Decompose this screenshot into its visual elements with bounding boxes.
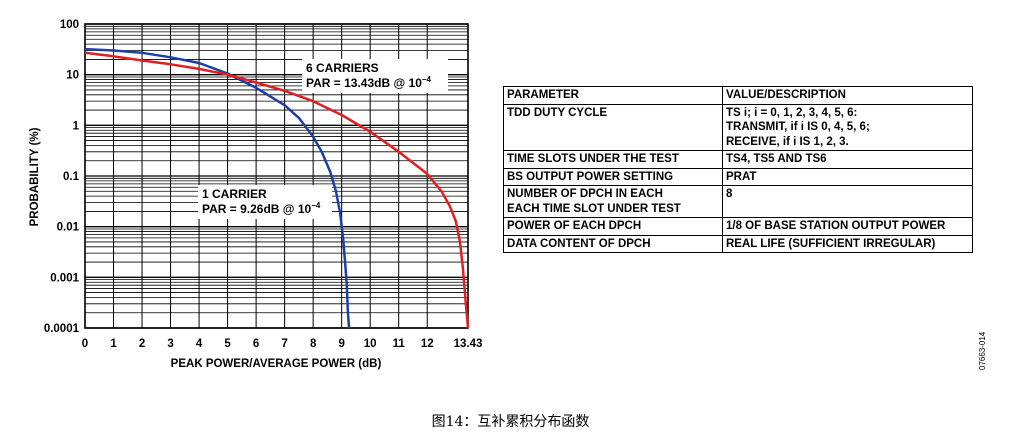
cell-text-line: TS i; i = 0, 1, 2, 3, 4, 5, 6: <box>726 106 858 119</box>
cell-text-line: 1/8 OF BASE STATION OUTPUT POWER <box>726 220 946 232</box>
cell-text-line: 8 <box>726 188 733 200</box>
x-tick-label: 12 <box>421 338 434 350</box>
cell-text-line: REAL LIFE (SUFFICIENT IRREGULAR) <box>726 237 936 250</box>
table-cell-value: PRAT <box>722 167 973 186</box>
table-header-parameter: PARAMETER <box>503 86 723 105</box>
series-line-6-carriers <box>84 51 470 329</box>
x-axis-label: PEAK POWER/AVERAGE POWER (dB) <box>171 358 382 370</box>
x-tick-label: 2 <box>139 338 145 350</box>
cell-text-line: EACH TIME SLOT UNDER TEST <box>507 202 681 215</box>
cell-text-line: BS OUTPUT POWER SETTING <box>507 170 674 183</box>
plot-frame <box>84 23 469 329</box>
cell-text-line: NUMBER OF DPCH IN EACH <box>507 188 663 200</box>
y-tick-label: 10 <box>66 70 79 82</box>
cell-text-line: DATA CONTENT OF DPCH <box>507 237 651 250</box>
x-tick-label: 5 <box>224 338 231 350</box>
annotation-text: 1 CARRIER <box>202 187 267 201</box>
table-cell-parameter: DATA CONTENT OF DPCH <box>503 234 723 253</box>
table-cell-parameter: TDD DUTY CYCLE <box>503 103 723 151</box>
table-cell-parameter: NUMBER OF DPCH IN EACH EACH TIME SLOT UND… <box>503 185 723 218</box>
y-tick-label: 100 <box>60 19 79 31</box>
parameter-table: PARAMETER VALUE/DESCRIPTION TDD DUTY CYC… <box>503 86 973 253</box>
annotation-background <box>198 185 332 219</box>
series-line-1-carrier <box>84 47 351 329</box>
y-axis-label: PROBABILITY (%) <box>29 127 41 226</box>
y-tick-label: 0.1 <box>63 171 80 183</box>
annotation-background <box>302 59 448 93</box>
cell-text-line: TDD DUTY CYCLE <box>507 106 608 119</box>
cell-text-line: TRANSMIT, if i IS 0, 4, 5, 6; <box>726 121 870 133</box>
y-tick-label: 0.001 <box>50 272 79 284</box>
annotation-text: PAR = 13.43dB @ 10−4 <box>306 75 432 90</box>
y-tick-label: 0.0001 <box>44 323 80 335</box>
table-cell-value: TS i; i = 0, 1, 2, 3, 4, 5, 6: TRANSMIT, … <box>722 103 973 151</box>
annotation-text: 6 CARRIERS <box>306 61 379 75</box>
table-body: TDD DUTY CYCLE TS i; i = 0, 1, 2, 3, 4, 5… <box>503 103 973 253</box>
table-cell-parameter: TIME SLOTS UNDER THE TEST <box>503 150 723 169</box>
x-tick-label: 0 <box>82 338 88 350</box>
table-cell-value: REAL LIFE (SUFFICIENT IRREGULAR) <box>722 234 973 253</box>
cell-text-line: TS4, TS5 AND TS6 <box>726 153 827 165</box>
x-tick-label: 1 <box>110 338 117 350</box>
cell-text-line: RECEIVE, if i IS 1, 2, 3. <box>726 135 849 148</box>
table-cell-value: 8 <box>722 185 973 218</box>
table-row: BS OUTPUT POWER SETTING PRAT <box>503 167 973 186</box>
y-tick-label: 1 <box>73 120 80 132</box>
y-tick-label: 0.01 <box>57 222 80 234</box>
x-tick-label: 9 <box>338 338 344 350</box>
figure-id: 07663-014 <box>978 331 987 370</box>
x-tick-label: 7 <box>281 338 287 350</box>
x-tick-label: 10 <box>364 338 377 350</box>
table-row: NUMBER OF DPCH IN EACH EACH TIME SLOT UND… <box>503 185 973 218</box>
ccdf-chart: 0 1 2 3 4 5 6 7 8 9 10 11 12 13.430.00010.0010.010.11… <box>29 19 483 370</box>
table-cell-value: TS4, TS5 AND TS6 <box>722 150 973 169</box>
x-tick-label: 3 <box>167 338 173 350</box>
tick-labels: 0 1 2 3 4 5 6 7 8 9 10 11 12 13.430.00010.0010.010.11… <box>44 19 483 350</box>
annotation-text: PAR = 9.26dB @ 10−4 <box>202 201 321 216</box>
x-tick-label: 6 <box>253 338 259 350</box>
table-cell-value: 1/8 OF BASE STATION OUTPUT POWER <box>722 217 973 236</box>
x-tick-label: 13.43 <box>454 338 483 350</box>
cell-text-line: POWER OF EACH DPCH <box>507 220 642 232</box>
cell-text-line: PRAT <box>726 170 757 183</box>
table-header-row: PARAMETER VALUE/DESCRIPTION <box>503 86 973 105</box>
cell-text-line: TIME SLOTS UNDER THE TEST <box>507 153 679 165</box>
x-tick-label: 4 <box>196 338 203 350</box>
series-lines <box>84 47 470 329</box>
table-header-value: VALUE/DESCRIPTION <box>722 86 973 105</box>
table-row: TIME SLOTS UNDER THE TEST TS4, TS5 AND TS… <box>503 150 973 169</box>
figure-caption: 图14：互补累积分布函数 <box>431 414 590 430</box>
table-row: TDD DUTY CYCLE TS i; i = 0, 1, 2, 3, 4, 5… <box>503 103 973 151</box>
table-cell-parameter: POWER OF EACH DPCH <box>503 217 723 236</box>
x-tick-label: 11 <box>393 338 406 350</box>
x-tick-label: 8 <box>310 338 317 350</box>
table-row: POWER OF EACH DPCH 1/8 OF BASE STATION OU… <box>503 217 973 236</box>
table-cell-parameter: BS OUTPUT POWER SETTING <box>503 167 723 186</box>
table-row: DATA CONTENT OF DPCH REAL LIFE (SUFFICIEN… <box>503 234 973 253</box>
